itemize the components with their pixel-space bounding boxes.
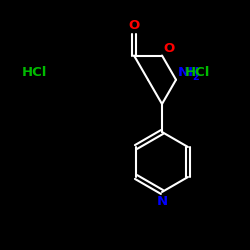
Text: NH: NH [178,66,200,79]
Text: N: N [156,195,168,208]
Text: HCl: HCl [185,66,210,78]
Text: O: O [163,42,174,54]
Text: 2: 2 [192,72,199,82]
Text: HCl: HCl [22,66,48,78]
Text: O: O [128,18,140,32]
